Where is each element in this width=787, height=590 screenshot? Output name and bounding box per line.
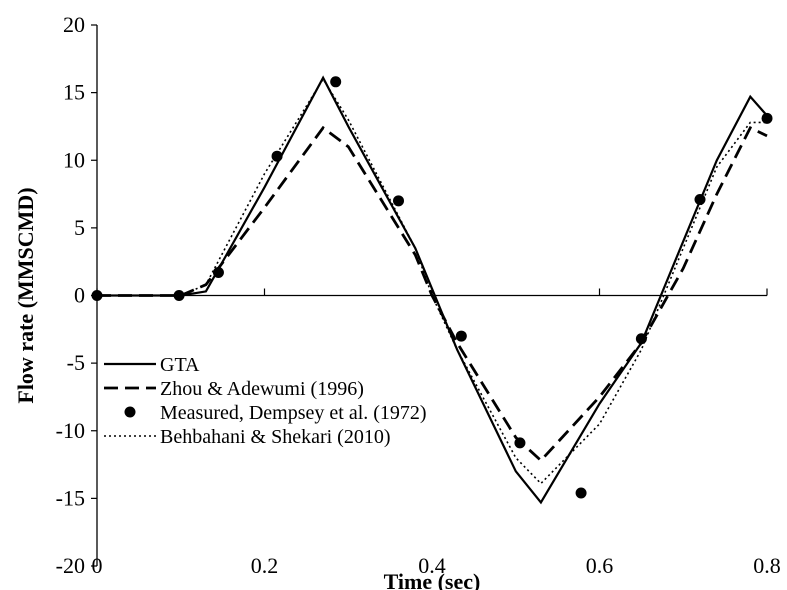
- y-tick-label: 0: [74, 283, 85, 308]
- series-layer: [91, 75, 773, 505]
- x-axis-title: Time (sec): [384, 569, 481, 590]
- y-tick-label: -5: [67, 350, 85, 375]
- x-tick-label: 0: [92, 553, 103, 578]
- y-tick-label: 5: [74, 215, 85, 240]
- legend-label: Zhou & Adewumi (1996): [160, 378, 364, 400]
- legend-label: GTA: [160, 354, 200, 376]
- legend-label: Behbahani & Shekari (2010): [160, 426, 391, 448]
- data-point-measured: [455, 330, 467, 342]
- y-tick-label: -10: [56, 418, 85, 443]
- y-tick-label: -15: [56, 485, 85, 510]
- y-tick-label: 20: [63, 12, 85, 37]
- x-tick-label: 0.4: [418, 553, 446, 578]
- data-point-measured: [575, 487, 587, 499]
- data-point-measured: [635, 333, 647, 345]
- y-axis-title: Flow rate (MMSCMD): [13, 187, 38, 403]
- data-point-measured: [212, 267, 224, 279]
- data-point-measured: [330, 76, 342, 88]
- legend-marker: [124, 406, 136, 418]
- y-tick-label: -20: [56, 553, 85, 578]
- x-tick-label: 0.8: [753, 553, 781, 578]
- x-tick-label: 0.6: [586, 553, 614, 578]
- data-point-measured: [173, 290, 185, 301]
- data-point-measured: [393, 195, 404, 207]
- data-point-measured: [694, 193, 706, 205]
- series-line-behbahani-shekari-2010: [97, 77, 767, 485]
- x-tick-label: 0.2: [251, 553, 279, 578]
- data-point-measured: [514, 437, 526, 449]
- y-tick-label: 10: [63, 147, 85, 172]
- legend-label: Measured, Dempsey et al. (1972): [160, 402, 427, 424]
- tick-labels: -20 -15 -10 -5 0 5 10 15 20 0 0.2 0.4 0.6 0.8: [56, 12, 781, 578]
- y-tick-label: 15: [63, 80, 85, 105]
- series-line-zhou-adewumi-1996: [97, 125, 768, 463]
- data-point-measured: [761, 112, 773, 124]
- axes: [91, 24, 768, 567]
- data-point-measured: [271, 150, 283, 162]
